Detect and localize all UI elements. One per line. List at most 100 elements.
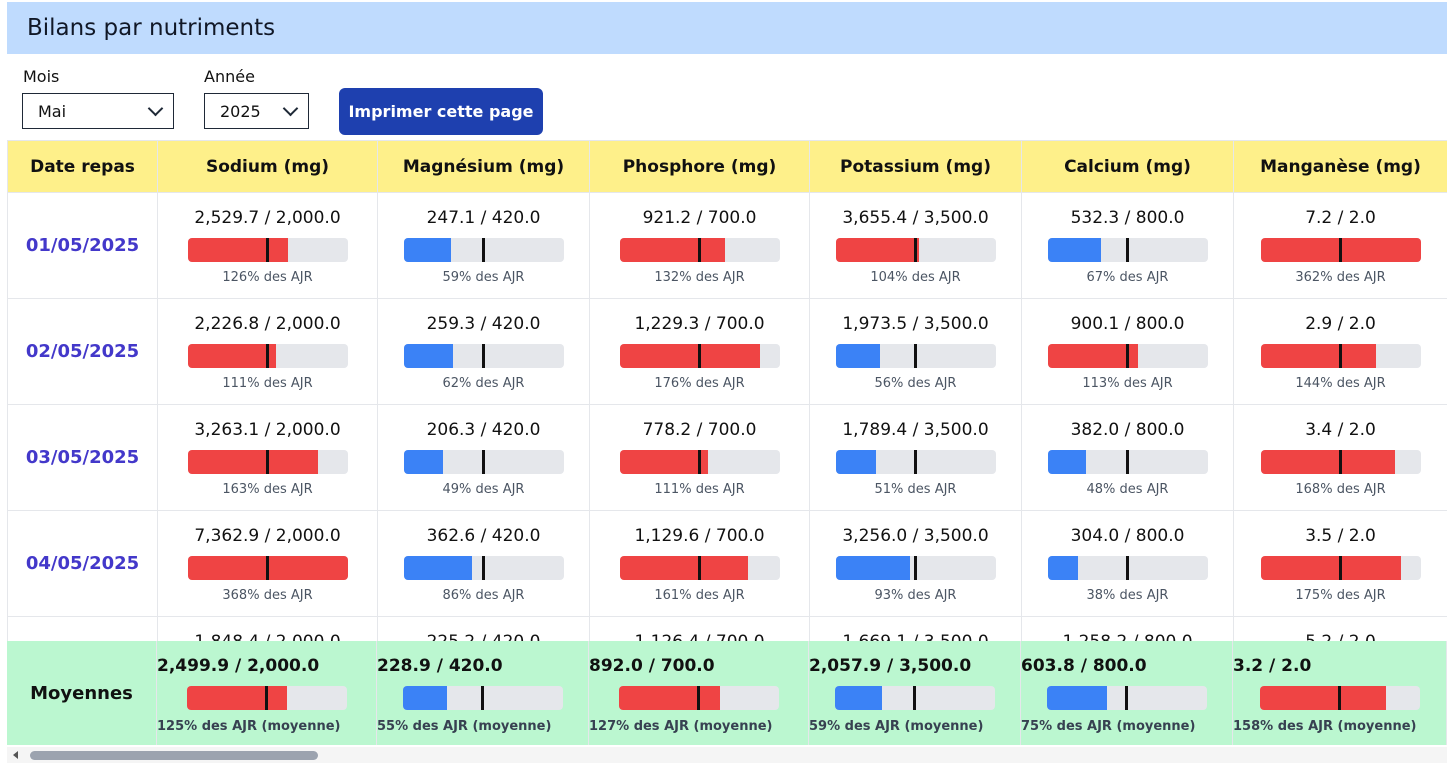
intake-value: 1,229.3 / 700.0 [634,314,765,334]
progress-fill [619,344,761,368]
year-select[interactable]: 2025 [204,93,309,129]
date-link[interactable]: 02/05/2025 [7,298,158,405]
average-cell-phosphore: 892.0 / 700.0 127% des AJR (moyenne) [589,641,809,745]
progress-fill [187,450,318,474]
scroll-left-icon[interactable] [13,751,18,759]
nutrient-cell-magnesium: 259.3 / 420.0 62% des AJR [377,298,590,405]
column-header-sodium: Sodium (mg) [157,140,378,193]
intake-value: 3.5 / 2.0 [1305,526,1376,546]
progress-bar [619,344,780,368]
progress-bar [1047,556,1208,580]
nutrient-cell-manganese: 2.9 / 2.0 144% des AJR [1233,298,1447,405]
intake-value: 362.6 / 420.0 [426,526,541,546]
percent-label: 176% des AJR [654,376,745,391]
target-marker [698,344,701,368]
date-link[interactable]: 03/05/2025 [7,404,158,511]
progress-bar [187,556,348,580]
intake-value: 900.1 / 800.0 [1070,314,1185,334]
progress-fill [619,238,726,262]
intake-value: 3,263.1 / 2,000.0 [194,420,341,440]
progress-bar [835,556,996,580]
print-button[interactable]: Imprimer cette page [339,88,543,135]
intake-value: 778.2 / 700.0 [642,420,757,440]
target-marker [1126,238,1129,262]
target-marker [481,686,484,710]
nutrient-cell-manganese: 3.5 / 2.0 175% des AJR [1233,510,1447,617]
date-link[interactable]: 01/05/2025 [7,192,158,299]
horizontal-scrollbar[interactable] [7,747,1447,763]
percent-label: 55% des AJR (moyenne) [377,719,552,734]
percent-label: 161% des AJR [654,588,745,603]
progress-bar [1260,450,1421,474]
average-cell-potassium: 2,057.9 / 3,500.0 59% des AJR (moyenne) [809,641,1021,745]
progress-bar [403,450,564,474]
progress-fill [1260,344,1376,368]
progress-fill [618,686,721,710]
average-cell-manganese: 3.2 / 2.0 158% des AJR (moyenne) [1233,641,1447,745]
intake-value: 7,362.9 / 2,000.0 [194,526,341,546]
progress-fill [1260,450,1395,474]
percent-label: 59% des AJR [442,270,525,285]
target-marker [1126,450,1129,474]
column-header-date: Date repas [7,140,158,193]
percent-label: 59% des AJR (moyenne) [809,719,984,734]
nutrient-cell-manganese: 7.2 / 2.0 362% des AJR [1233,192,1447,299]
progress-fill [619,556,749,580]
progress-fill [835,238,919,262]
intake-value: 259.3 / 420.0 [426,314,541,334]
progress-bar [835,450,996,474]
progress-fill [403,450,443,474]
nutrient-cell-potassium: 3,655.4 / 3,500.0 104% des AJR [809,192,1022,299]
nutrient-cell-manganese: 3.4 / 2.0 168% des AJR [1233,404,1447,511]
nutrient-cell-magnesium: 362.6 / 420.0 86% des AJR [377,510,590,617]
intake-value: 382.0 / 800.0 [1070,420,1185,440]
month-select-value: Mai [38,101,67,121]
scrollbar-thumb[interactable] [30,751,318,760]
progress-bar [187,344,348,368]
progress-fill [187,344,277,368]
progress-bar [186,686,347,710]
progress-bar [187,238,348,262]
target-marker [266,344,269,368]
table-row: 04/05/2025 7,362.9 / 2,000.0 368% des AJR 3… [7,510,1447,617]
target-marker [482,556,485,580]
target-marker [1339,556,1342,580]
column-header-potassium: Potassium (mg) [809,140,1022,193]
intake-value: 3,256.0 / 3,500.0 [842,526,989,546]
table-row: 03/05/2025 3,263.1 / 2,000.0 163% des AJR 2… [7,404,1447,511]
intake-value: 304.0 / 800.0 [1070,526,1185,546]
intake-value: 2.9 / 2.0 [1305,314,1376,334]
progress-bar [619,238,780,262]
percent-label: 158% des AJR (moyenne) [1233,719,1417,734]
nutrient-cell-sodium: 3,263.1 / 2,000.0 163% des AJR [157,404,378,511]
intake-value: 1,973.5 / 3,500.0 [842,314,989,334]
progress-bar [619,450,780,474]
percent-label: 49% des AJR [442,482,525,497]
year-select-value: 2025 [220,101,261,121]
target-marker [914,238,917,262]
nutrient-table: Date repas Sodium (mg) Magnésium (mg) Ph… [7,140,1447,723]
target-marker [913,686,916,710]
percent-label: 175% des AJR [1295,588,1386,603]
progress-bar [403,238,564,262]
month-select[interactable]: Mai [22,93,174,129]
progress-fill [835,556,910,580]
percent-label: 168% des AJR [1295,482,1386,497]
progress-bar [1259,686,1420,710]
page-header: Bilans par nutriments [7,2,1447,54]
target-marker [1339,344,1342,368]
column-header-magnesium: Magnésium (mg) [377,140,590,193]
percent-label: 93% des AJR [874,588,957,603]
percent-label: 38% des AJR [1086,588,1169,603]
target-marker [1125,686,1128,710]
percent-label: 86% des AJR [442,588,525,603]
progress-bar [618,686,779,710]
nutrient-cell-calcium: 532.3 / 800.0 67% des AJR [1021,192,1234,299]
target-marker [1339,450,1342,474]
date-link[interactable]: 04/05/2025 [7,510,158,617]
nutrient-cell-potassium: 1,973.5 / 3,500.0 56% des AJR [809,298,1022,405]
year-label: Année [204,67,255,86]
progress-fill [403,238,451,262]
chevron-down-icon [282,100,299,117]
average-cell-calcium: 603.8 / 800.0 75% des AJR (moyenne) [1021,641,1233,745]
